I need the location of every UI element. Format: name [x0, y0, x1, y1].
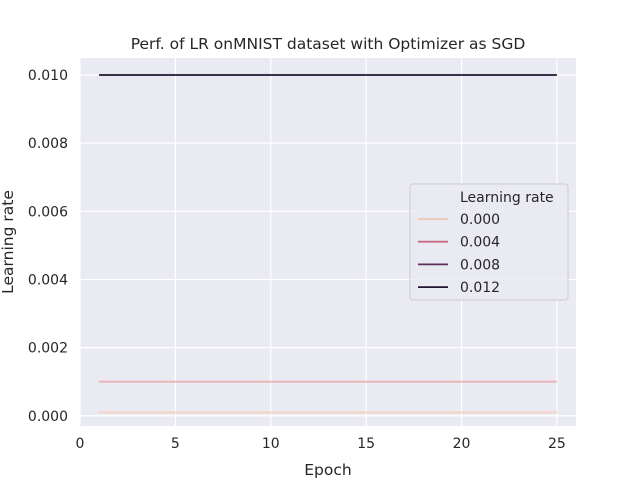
legend-entries: 0.000 0.004 0.008 0.012: [418, 212, 500, 296]
legend-label: 0.008: [460, 257, 500, 273]
legend-label: 0.000: [460, 212, 500, 228]
legend-label: 0.004: [460, 235, 500, 251]
y-tick-label: 0.002: [28, 341, 68, 357]
legend: Learning rate 0.000 0.004 0.008 0.012: [409, 183, 569, 301]
x-tick-label: 0: [76, 436, 85, 452]
x-tick-label: 10: [262, 436, 280, 452]
legend-box: [409, 183, 569, 301]
y-tick-labels: 0.000 0.002 0.004 0.006 0.008 0.010: [28, 68, 68, 425]
y-tick-label: 0.006: [28, 204, 68, 220]
y-axis-label: Learning rate: [0, 190, 17, 294]
y-tick-label: 0.010: [28, 68, 68, 84]
x-tick-label: 5: [171, 436, 180, 452]
x-tick-label: 25: [548, 436, 566, 452]
x-tick-label: 20: [453, 436, 471, 452]
x-tick-labels: 0 5 10 15 20 25: [76, 436, 566, 452]
x-axis-label: Epoch: [304, 461, 351, 479]
legend-label: 0.012: [460, 280, 500, 296]
legend-title: Learning rate: [460, 190, 554, 206]
y-tick-label: 0.004: [28, 272, 68, 288]
series-lines: [99, 74, 557, 414]
chart-title: Perf. of LR onMNIST dataset with Optimiz…: [131, 35, 526, 53]
y-tick-label: 0.008: [28, 136, 68, 152]
y-tick-label: 0.000: [28, 409, 68, 425]
x-tick-label: 15: [357, 436, 375, 452]
